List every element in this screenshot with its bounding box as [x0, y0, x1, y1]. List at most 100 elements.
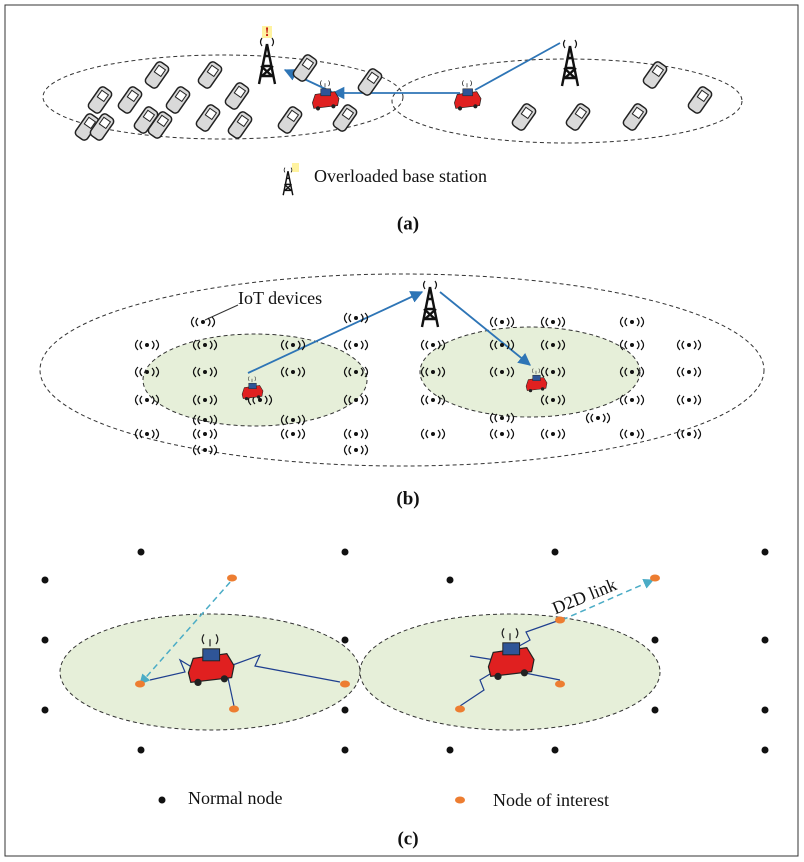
phone-body [332, 103, 358, 132]
phone-body [622, 102, 648, 131]
iot-core [630, 398, 634, 402]
phone [687, 85, 713, 114]
node-of-interest [340, 681, 350, 688]
phone [642, 60, 668, 89]
figure: ! Overloaded base station (a) IoT device… [0, 0, 804, 862]
vehicle [454, 80, 481, 110]
iot-core [500, 416, 504, 420]
iot-core [596, 416, 600, 420]
phone [224, 81, 250, 110]
wheel [221, 675, 228, 682]
phone [87, 85, 113, 114]
link [285, 43, 560, 93]
iot-core [500, 343, 504, 347]
iot-core [431, 343, 435, 347]
iot-core [431, 432, 435, 436]
phone [165, 85, 191, 114]
panel-label: (a) [397, 213, 419, 234]
base-station [259, 38, 275, 84]
normal-node [652, 707, 659, 714]
normal-node [138, 549, 145, 556]
phone-body [642, 60, 668, 89]
iot-core [354, 343, 358, 347]
iot-device [345, 429, 368, 439]
iot-core [354, 370, 358, 374]
iot-core [145, 432, 149, 436]
panel-c: D2D link Normal node Node of interest (c… [42, 549, 769, 850]
iot-core [687, 432, 691, 436]
normal-node [447, 577, 454, 584]
iot-core [145, 370, 149, 374]
normal-node [447, 747, 454, 754]
car-cargo [503, 643, 520, 655]
antenna [462, 80, 471, 87]
tower [283, 171, 293, 195]
alert [292, 163, 299, 172]
normal-node [762, 747, 769, 754]
cluster [143, 334, 367, 426]
iot-core [291, 432, 295, 436]
phone [332, 103, 358, 132]
node-of-interest [650, 575, 660, 582]
normal-node [762, 549, 769, 556]
wheel [331, 104, 335, 108]
phone-body [565, 102, 591, 131]
iot-device [136, 340, 159, 350]
wheel [458, 106, 462, 110]
iot-core [203, 448, 207, 452]
alert-icon: ! [265, 24, 269, 39]
pointer [205, 305, 238, 320]
phone-body [511, 102, 537, 131]
phone [144, 60, 170, 89]
phone [565, 102, 591, 131]
normal-node [342, 549, 349, 556]
iot-core [354, 398, 358, 402]
iot-device [194, 445, 217, 455]
normal-node [342, 637, 349, 644]
wheel [473, 104, 477, 108]
iot-core [551, 320, 555, 324]
wheel [521, 669, 528, 676]
node-of-interest [229, 706, 239, 713]
iot-device [542, 317, 565, 327]
iot-core [551, 343, 555, 347]
wheel [245, 397, 248, 400]
iot-core [630, 320, 634, 324]
phone-body [227, 110, 253, 139]
node-of-interest [135, 681, 145, 688]
normal-node [552, 549, 559, 556]
normal-node [138, 747, 145, 754]
iot-device [345, 445, 368, 455]
iot-core [630, 432, 634, 436]
base-station [283, 168, 293, 196]
iot-core [354, 448, 358, 452]
car-cargo [463, 89, 473, 96]
panel-a: ! Overloaded base station (a) [43, 24, 742, 234]
normal-node [342, 747, 349, 754]
phone-body [144, 60, 170, 89]
iot-core [687, 398, 691, 402]
iot-core [500, 432, 504, 436]
legend-text: Normal node [188, 788, 282, 808]
legend-dot [455, 797, 465, 804]
iot-device [587, 413, 610, 423]
iot-device [345, 340, 368, 350]
iot-device [678, 429, 701, 439]
iot-core [203, 418, 207, 422]
normal-node [762, 707, 769, 714]
phone-body [224, 81, 250, 110]
phone-body [197, 60, 223, 89]
iot-core [500, 320, 504, 324]
base-station [422, 281, 438, 327]
iot-core [551, 398, 555, 402]
wheel [194, 679, 201, 686]
iot-device [678, 395, 701, 405]
iot-device [678, 340, 701, 350]
iot-device [192, 317, 215, 327]
iot-core [203, 370, 207, 374]
wheel [494, 673, 501, 680]
annotation: D2D link [549, 574, 619, 618]
phone-body [195, 103, 221, 132]
normal-node [552, 747, 559, 754]
phone [622, 102, 648, 131]
